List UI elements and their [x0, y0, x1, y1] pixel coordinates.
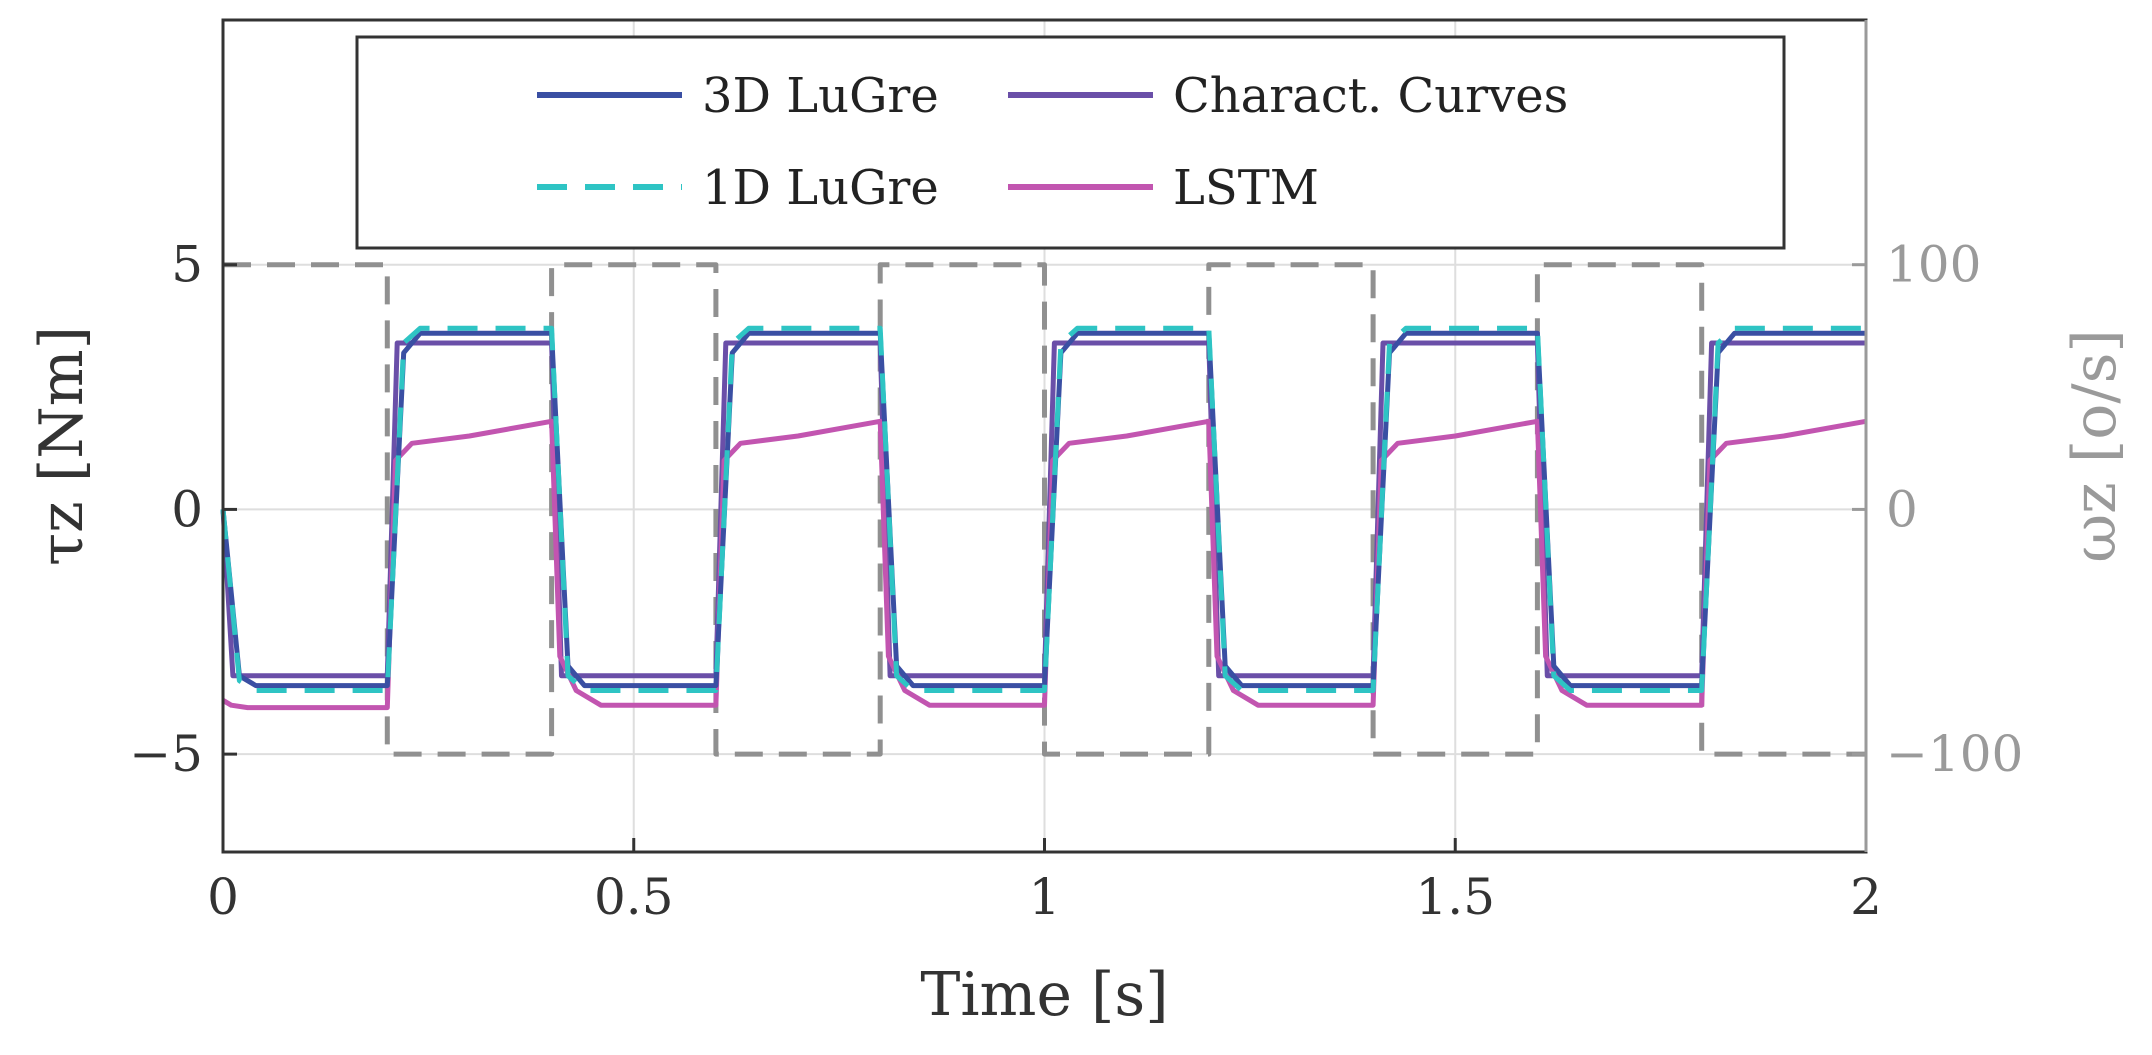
legend: 3D LuGre Charact. Curves 1D LuGre LSTM: [355, 35, 1786, 250]
legend-label-3: LSTM: [1173, 160, 1319, 216]
tick-labels: 0 0.5 1 1.5 2 −5 0 5 −100 0 100: [129, 20, 2023, 926]
x-tick-label-1: 0.5: [594, 868, 674, 926]
series-line-1d-lugre: [220, 325, 1866, 693]
x-tick-label-4: 2: [1850, 868, 1882, 926]
legend-label-2: 1D LuGre: [702, 160, 939, 216]
x-axis-title: Time [s]: [920, 960, 1168, 1030]
y-axis-right-title: ωz [o/s]: [2060, 329, 2130, 563]
x-tick-label-3: 1.5: [1415, 868, 1495, 926]
legend-label-0: 3D LuGre: [702, 68, 939, 124]
series-layer: [220, 262, 1867, 757]
y-tick-label-1: 0: [171, 480, 203, 538]
x-tick-label-0: 0: [207, 868, 239, 926]
y-tick-label-0: −5: [129, 725, 203, 783]
legend-box: [355, 35, 1786, 250]
y-axis-title: τz [Nm]: [27, 326, 97, 566]
y-right-tick-label-1: 0: [1886, 480, 1918, 538]
legend-label-1: Charact. Curves: [1173, 68, 1568, 124]
y-right-tick-label-2: 100: [1886, 236, 1981, 294]
x-tick-label-2: 1: [1029, 868, 1061, 926]
y-right-tick-label-0: −100: [1886, 725, 2023, 783]
y-tick-label-2: 5: [171, 236, 203, 294]
